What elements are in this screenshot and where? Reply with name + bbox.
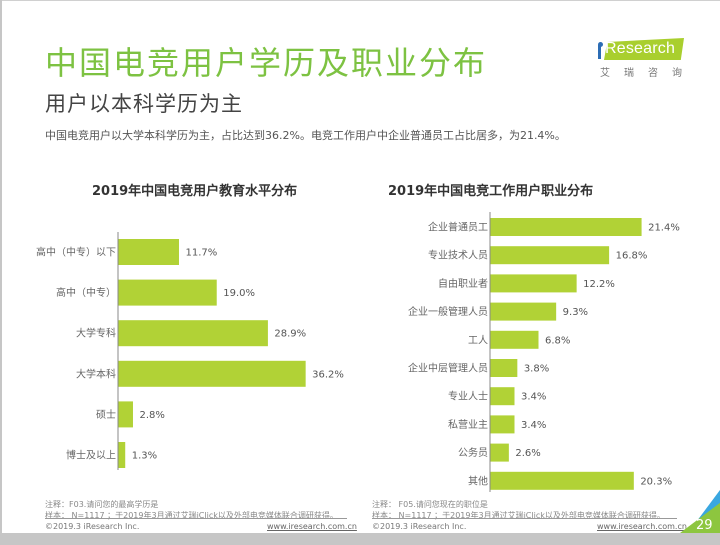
edu-bar-4 xyxy=(118,401,133,428)
occ-category-label-4: 工人 xyxy=(468,334,488,346)
edu-category-label-0: 高中（中专）以下 xyxy=(36,246,116,259)
occ-value-label-6: 3.4% xyxy=(521,392,546,403)
edu-category-label-5: 博士及以上 xyxy=(66,449,116,462)
copyright-left: ©2019.3 iResearch Inc. xyxy=(45,522,140,531)
copyright-right: ©2019.3 iResearch Inc. xyxy=(372,522,467,531)
occ-value-label-7: 3.4% xyxy=(521,420,546,431)
occ-category-label-6: 专业人士 xyxy=(448,390,488,403)
occ-value-label-3: 9.3% xyxy=(563,307,588,318)
edu-value-label-3: 36.2% xyxy=(312,369,344,380)
edu-bar-5 xyxy=(118,442,126,468)
edu-category-label-1: 高中（中专） xyxy=(56,286,116,299)
occ-bar-4 xyxy=(490,330,539,349)
edu-value-label-2: 28.9% xyxy=(274,329,306,340)
logo-chinese-text: 艾瑞咨询 xyxy=(600,68,696,79)
occ-bar-2 xyxy=(490,274,577,293)
occ-category-label-1: 专业技术人员 xyxy=(428,249,488,262)
occ-bar-8 xyxy=(490,443,509,462)
occ-value-label-1: 16.8% xyxy=(616,251,648,262)
occ-value-label-2: 12.2% xyxy=(583,279,615,290)
corner-decoration xyxy=(680,490,720,533)
edu-value-label-0: 11.7% xyxy=(185,248,217,259)
occ-bar-5 xyxy=(490,359,518,377)
occ-value-label-5: 3.8% xyxy=(524,364,549,375)
occ-bar-3 xyxy=(490,302,557,321)
logo-brand-text: Research xyxy=(605,40,676,57)
edu-value-label-4: 2.8% xyxy=(139,410,164,421)
occ-category-label-3: 企业一般管理人员 xyxy=(408,305,488,318)
education-chart-title: 2019年中国电竞用户教育水平分布 xyxy=(92,184,298,199)
edu-bar-2 xyxy=(118,320,268,347)
occ-category-label-9: 其他 xyxy=(468,474,488,487)
occ-category-label-8: 公务员 xyxy=(458,446,488,459)
edu-value-label-1: 19.0% xyxy=(223,288,255,299)
education-sample-text: 样本： N=1117 ；于2019年3月通过艾瑞iClick以及外部电竞媒体联合… xyxy=(45,511,338,520)
summary-text: 中国电竞用户以大学本科学历为主，占比达到36.2%。电竞工作用户中企业普通员工占… xyxy=(45,129,566,142)
occ-category-label-0: 企业普通员工 xyxy=(428,221,488,234)
edu-bar-0 xyxy=(118,239,179,265)
edu-category-label-3: 大学本科 xyxy=(76,367,116,380)
occupation-sample-text: 样本： N=1117 ；于2019年3月通过艾瑞iClick以及外部电竞媒体联合… xyxy=(372,511,665,520)
occ-value-label-8: 2.6% xyxy=(515,448,540,459)
edu-category-label-2: 大学专科 xyxy=(76,327,116,340)
occ-value-label-4: 6.8% xyxy=(545,335,570,346)
page-subtitle: 用户以本科学历为主 xyxy=(45,92,243,116)
occupation-footnote: 注释： F05.请问您现在的职位是 样本： N=1117 ；于2019年3月通过… xyxy=(372,499,665,521)
logo-banner xyxy=(604,38,684,60)
occupation-note-text: 注释： F05.请问您现在的职位是 xyxy=(372,500,488,509)
occ-bar-9 xyxy=(490,471,634,490)
occ-category-label-5: 企业中层管理人员 xyxy=(408,362,488,375)
footer-divider-right xyxy=(372,518,677,519)
frame-bottom-bar xyxy=(0,533,720,545)
occ-bar-6 xyxy=(490,387,515,406)
frame-left-border xyxy=(0,0,2,533)
occ-value-label-9: 20.3% xyxy=(640,476,672,487)
edu-value-label-5: 1.3% xyxy=(132,451,157,462)
website-link-right[interactable]: www.iresearch.com.cn xyxy=(597,522,687,531)
logo-i-stem-icon xyxy=(598,45,601,59)
frame-top-border xyxy=(0,0,720,1)
occ-category-label-2: 自由职业者 xyxy=(438,277,488,290)
page-number: 29 xyxy=(696,518,713,533)
edu-bar-3 xyxy=(118,360,306,387)
page-title: 中国电竞用户学历及职业分布 xyxy=(45,44,488,82)
logo-i-dot-icon xyxy=(598,42,603,47)
occ-bar-1 xyxy=(490,246,610,265)
occ-value-label-0: 21.4% xyxy=(648,223,680,234)
occupation-chart-title: 2019年中国电竞工作用户职业分布 xyxy=(388,184,594,199)
education-note-text: 注释：F03.请问您的最高学历是 xyxy=(45,500,159,509)
education-footnote: 注释：F03.请问您的最高学历是 样本： N=1117 ；于2019年3月通过艾… xyxy=(45,499,338,521)
edu-bar-1 xyxy=(118,279,217,306)
occ-bar-7 xyxy=(490,415,515,434)
occ-category-label-7: 私营业主 xyxy=(448,418,488,431)
occ-bar-0 xyxy=(490,218,642,236)
edu-category-label-4: 硕士 xyxy=(96,408,116,421)
footer-divider-left xyxy=(45,518,347,519)
iresearch-logo: Research 艾瑞咨询 xyxy=(596,36,686,86)
website-link-left[interactable]: www.iresearch.com.cn xyxy=(267,522,357,531)
